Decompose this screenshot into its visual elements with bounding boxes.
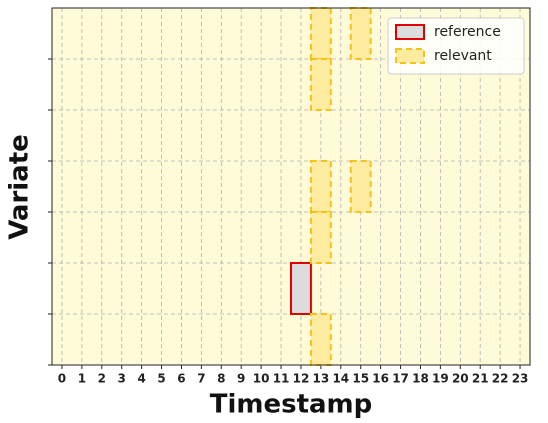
x-axis-title: Timestamp <box>210 390 373 420</box>
x-tick-label: 9 <box>237 372 245 386</box>
x-tick-label: 1 <box>78 372 86 386</box>
x-tick-label: 14 <box>332 372 349 386</box>
x-tick-label: 8 <box>217 372 225 386</box>
x-tick-label: 11 <box>273 372 290 386</box>
x-tick-label: 15 <box>352 372 369 386</box>
legend-label: relevant <box>434 48 492 64</box>
cell <box>309 313 332 366</box>
x-tick-label: 20 <box>452 372 469 386</box>
x-tick-label: 7 <box>197 372 205 386</box>
x-tick-label: 16 <box>372 372 389 386</box>
x-tick-label: 17 <box>392 372 409 386</box>
cell <box>309 160 332 213</box>
legend-label: reference <box>434 24 501 40</box>
x-tick-label: 4 <box>137 372 145 386</box>
x-tick-label: 10 <box>253 372 270 386</box>
cell <box>349 160 372 213</box>
x-tick-label: 13 <box>313 372 330 386</box>
legend-swatch <box>395 24 425 40</box>
x-tick-label: 19 <box>432 372 449 386</box>
x-tick-label: 12 <box>293 372 310 386</box>
plot-frame <box>51 7 531 366</box>
x-tick-label: 23 <box>512 372 529 386</box>
legend-swatch <box>395 48 425 64</box>
cell <box>309 58 332 111</box>
x-tick-label: 5 <box>157 372 165 386</box>
cell <box>349 7 372 60</box>
cell <box>290 262 312 315</box>
x-tick-label: 21 <box>472 372 489 386</box>
y-axis-title: Variate <box>5 134 35 240</box>
x-tick-label: 6 <box>177 372 185 386</box>
cell <box>309 7 332 60</box>
x-tick-label: 3 <box>118 372 126 386</box>
x-tick-label: 22 <box>492 372 509 386</box>
x-tick-label: 2 <box>98 372 106 386</box>
cell <box>309 211 332 264</box>
x-tick-label: 0 <box>58 372 66 386</box>
x-tick-label: 18 <box>412 372 429 386</box>
